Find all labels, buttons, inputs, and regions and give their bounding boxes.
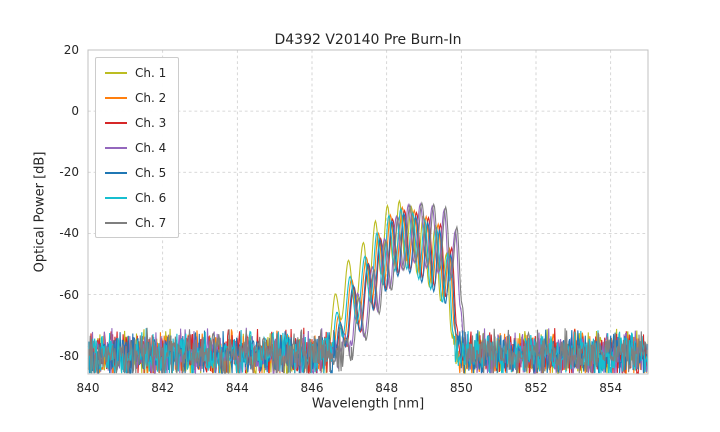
- legend-line-swatch: [105, 221, 127, 224]
- y-tick-label: -20: [59, 165, 79, 180]
- legend-label: Ch. 3: [135, 115, 167, 130]
- legend-item-ch-7: Ch. 7: [105, 214, 166, 231]
- legend-item-ch-1: Ch. 1: [105, 64, 166, 81]
- series-line-ch-5: [87, 211, 649, 375]
- legend-item-ch-5: Ch. 5: [105, 164, 166, 181]
- series-line-ch-7: [87, 201, 649, 375]
- legend-line-swatch: [105, 121, 127, 124]
- legend-line-swatch: [105, 71, 127, 74]
- x-tick-label: 852: [524, 381, 548, 395]
- chart-title: D4392 V20140 Pre Burn-In: [274, 32, 462, 48]
- legend-label: Ch. 5: [135, 165, 167, 180]
- plot-border: [87, 49, 649, 375]
- x-axis-label: Wavelength [nm]: [311, 396, 425, 412]
- legend-label: Ch. 7: [135, 215, 167, 230]
- legend-item-ch-6: Ch. 6: [105, 189, 166, 206]
- x-tick-label: 848: [375, 381, 399, 395]
- y-tick-label: -60: [59, 287, 79, 302]
- legend-label: Ch. 4: [135, 140, 167, 155]
- x-tick-label: 844: [225, 381, 249, 395]
- legend-line-swatch: [105, 171, 127, 174]
- legend-label: Ch. 1: [135, 65, 167, 80]
- series-line-ch-6: [87, 206, 649, 374]
- legend-line-swatch: [105, 196, 127, 199]
- x-tick-label: 854: [599, 381, 623, 395]
- legend-label: Ch. 2: [135, 90, 167, 105]
- legend-label: Ch. 6: [135, 190, 167, 205]
- y-tick-label: 20: [63, 43, 79, 57]
- legend-item-ch-3: Ch. 3: [105, 114, 166, 131]
- x-tick-label: 842: [151, 381, 175, 395]
- series-line-ch-4: [87, 202, 649, 375]
- y-axis-label: Optical Power [dB]: [32, 151, 48, 273]
- legend: Ch. 1 Ch. 2 Ch. 3 Ch. 4 Ch. 5 Ch. 6 Ch. 7: [95, 57, 180, 238]
- legend-line-swatch: [105, 146, 127, 149]
- y-tick-label: -40: [59, 226, 79, 241]
- y-tick-label: -80: [59, 348, 79, 363]
- legend-item-ch-2: Ch. 2: [105, 89, 166, 106]
- x-tick-label: 840: [76, 381, 100, 395]
- x-tick-label: 846: [300, 381, 324, 395]
- y-tick-label: 0: [71, 104, 79, 119]
- legend-item-ch-4: Ch. 4: [105, 139, 166, 156]
- legend-line-swatch: [105, 96, 127, 99]
- x-tick-label: 850: [449, 381, 473, 395]
